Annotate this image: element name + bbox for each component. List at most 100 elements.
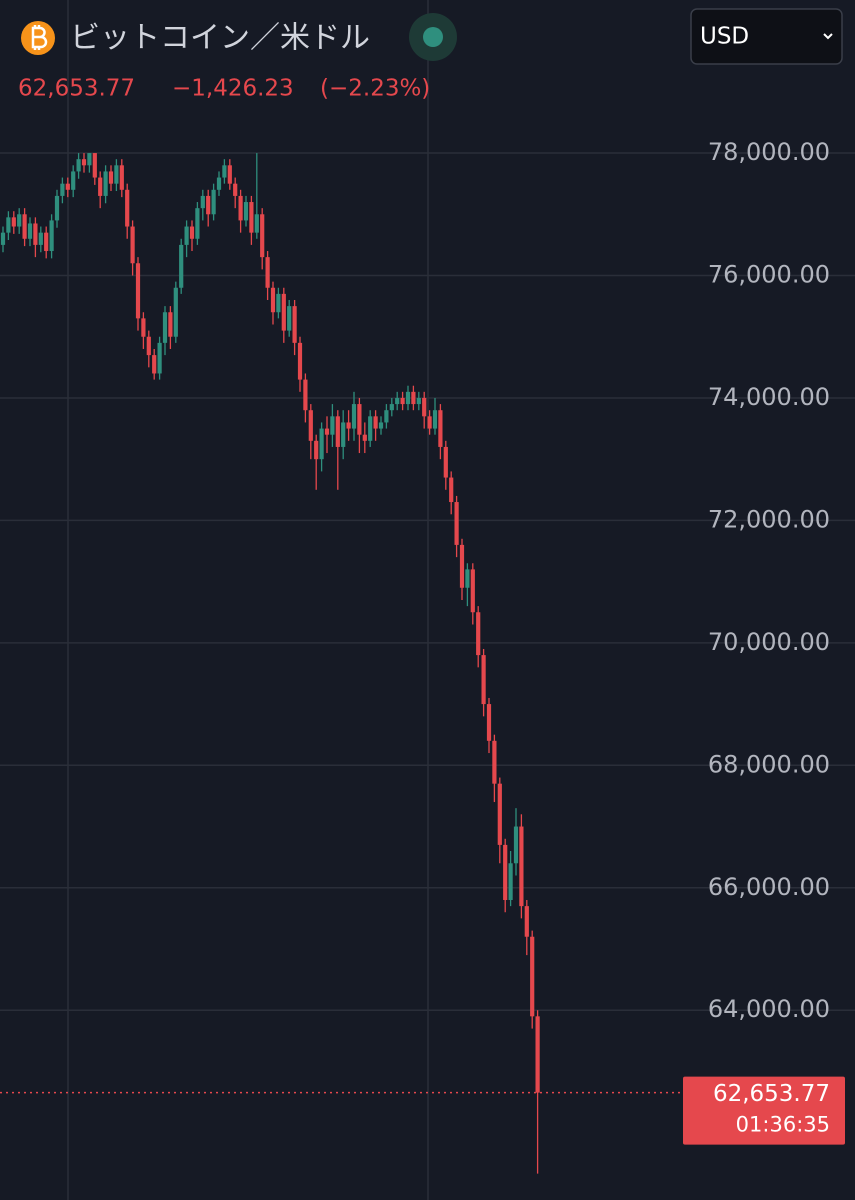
candle-body [81,159,87,166]
grid [0,152,855,1094]
status-dot [423,27,443,47]
candle-body [292,306,297,343]
candle-body [330,416,335,435]
chevron[interactable] [823,33,833,40]
candle-body [119,165,124,190]
select-box[interactable] [690,8,843,65]
candle-body [173,287,178,337]
candle-body [519,826,524,907]
header-change: −1,426.23 [172,76,294,102]
candle-body [11,217,16,227]
candle-body [530,936,535,1017]
candle-body [270,287,276,313]
candle-body [411,391,416,405]
candle-body [400,397,405,405]
candle-body [276,293,281,313]
currency-select[interactable]: USD [690,8,843,65]
candle-body [211,189,216,215]
candle-body [179,244,184,288]
candle-body [146,336,151,356]
candle-body [254,214,259,233]
candle-body [135,263,141,319]
candle-body [303,379,308,411]
y-tick-label: 76,000.00 [708,261,830,289]
header-price: 62,653.77 [18,76,135,102]
candle-body [249,202,254,233]
candle-body [162,312,168,343]
candle-body [22,214,27,239]
candle-body [373,416,378,429]
candle-body [449,477,454,503]
candle-body [98,177,103,196]
header: ビットコイン／米ドル 62,653.77 −1,426.23 (−2.23%) … [18,8,843,102]
candle-body [152,355,157,374]
candle-body [141,318,146,337]
candle-body [459,544,465,588]
candle-body [395,397,400,405]
candle-body [427,416,432,429]
candle-body [486,704,492,741]
candle-body [243,202,249,221]
candle-body [189,226,195,239]
candle-body [432,410,438,429]
candle-body [497,783,502,845]
candle-body [49,220,54,252]
candle-body [362,434,367,441]
candle-body [416,397,421,405]
candle-body [308,410,313,441]
candle-body [54,195,60,221]
candle-body [265,257,270,288]
candle-body [206,195,211,215]
candle-body [351,404,357,429]
y-tick-label: 70,000.00 [708,628,830,656]
candle-body [470,569,475,613]
symbol-title: ビットコイン／米ドル [70,21,370,56]
price-tag-countdown: 01:36:35 [736,1113,830,1137]
candle-body [324,428,330,435]
y-tick-label: 68,000.00 [708,750,830,778]
y-tick-label: 64,000.00 [708,995,830,1023]
candle-body [335,416,340,447]
candle-body [60,183,65,196]
candle-body [216,177,222,190]
candle-body [108,171,114,184]
candle-body [405,391,411,405]
select-label[interactable]: USD [700,24,749,50]
candle-body [44,232,49,252]
candle-body [195,208,200,239]
price-tag: 62,653.77 01:36:35 [683,1076,845,1145]
candle-body [508,863,513,900]
candle-body [87,153,92,166]
y-tick-label: 78,000.00 [708,138,830,166]
candle-body [513,826,519,864]
candle-body [6,217,11,233]
candle-body [76,159,81,172]
candle-body [314,440,319,460]
candle-body [492,740,497,784]
candle-body [297,342,303,380]
price-tag-value: 62,653.77 [713,1081,830,1107]
candle-body [476,612,481,656]
coin-glyph [31,25,48,50]
candle-body [71,171,76,190]
y-tick-label: 74,000.00 [708,383,830,411]
candle-body [103,171,108,196]
candle-body [357,404,362,435]
candle-body [422,397,427,417]
candle-body [260,214,265,258]
candle-body [481,655,486,705]
y-axis: 64,000.00 66,000.00 68,000.00 70,000.00 72,0… [708,138,830,1023]
y-tick-label: 72,000.00 [708,505,830,533]
candle-body [281,293,286,331]
candles [0,153,540,1174]
candle-body [535,1016,540,1093]
candle-body [233,183,238,196]
candle-body [378,422,384,429]
candle-body [200,195,205,209]
candle-body [157,342,162,374]
candle-body [503,844,508,900]
candle-body [524,906,529,937]
candle-body [65,183,70,190]
candle-body [287,306,292,331]
